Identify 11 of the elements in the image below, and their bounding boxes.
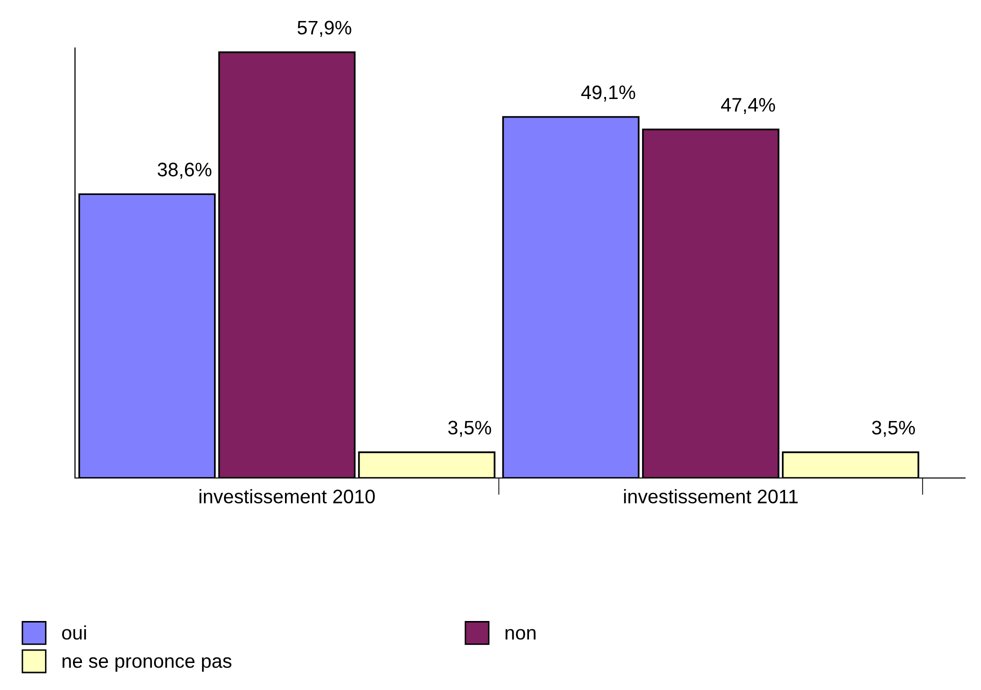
legend-label: oui	[62, 625, 86, 640]
x-tick-label: investissement 2010	[200, 489, 375, 504]
legend-label: ne se prononce pas	[62, 657, 232, 672]
data-label: 3,5%	[448, 420, 492, 437]
data-label: 49,1%	[581, 85, 636, 102]
data-label: 3,5%	[872, 420, 915, 437]
data-label: 47,4%	[721, 98, 776, 114]
legend-label: non	[506, 628, 536, 640]
data-label: 57,9%	[298, 20, 352, 37]
x-tick-label: investissement 2011	[624, 489, 798, 504]
data-label: 38,6%	[158, 162, 212, 179]
